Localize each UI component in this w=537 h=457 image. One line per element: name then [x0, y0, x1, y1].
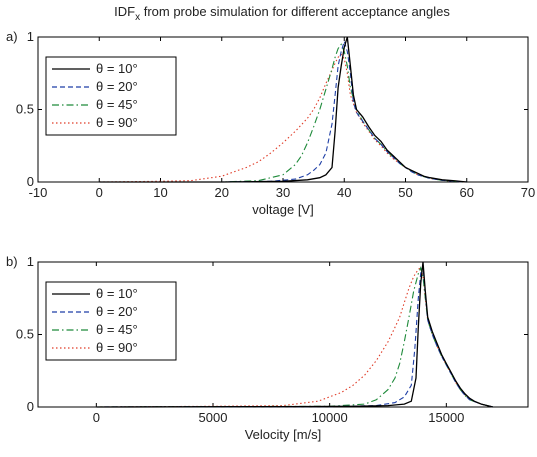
x-tick-label: 0 — [93, 410, 100, 425]
panel-label: a) — [6, 29, 18, 44]
y-tick-label: 1 — [27, 29, 34, 44]
series-line — [99, 53, 467, 183]
y-tick-label: 0.5 — [16, 327, 34, 342]
x-tick-label: 10 — [153, 185, 167, 200]
x-tick-label: 30 — [276, 185, 290, 200]
series-line — [96, 266, 494, 408]
x-axis-label: Velocity [m/s] — [245, 427, 322, 442]
y-tick-label: 0 — [27, 174, 34, 189]
x-tick-label: 20 — [215, 185, 229, 200]
y-tick-label: 1 — [27, 254, 34, 269]
x-tick-label: -10 — [29, 185, 48, 200]
x-tick-label: 60 — [460, 185, 474, 200]
legend-label: θ = 45° — [96, 322, 138, 337]
x-tick-label: 15000 — [428, 410, 464, 425]
y-tick-label: 0.5 — [16, 102, 34, 117]
legend-label: θ = 90° — [96, 340, 138, 355]
series-line — [99, 39, 467, 183]
figure-title-sub: x — [135, 12, 140, 23]
legend — [45, 56, 177, 136]
series-line — [99, 36, 467, 183]
series-line — [96, 266, 494, 408]
x-tick-label: 40 — [337, 185, 351, 200]
legend-label: θ = 10° — [96, 61, 138, 76]
series-line — [99, 43, 467, 183]
x-tick-label: 50 — [398, 185, 412, 200]
y-tick-label: 0 — [27, 399, 34, 414]
series-line — [96, 261, 494, 408]
legend-label: θ = 20° — [96, 304, 138, 319]
legend-label: θ = 45° — [96, 97, 138, 112]
figure-title-main: IDF — [114, 4, 135, 19]
legend-label: θ = 10° — [96, 286, 138, 301]
x-tick-label: 10000 — [312, 410, 348, 425]
panel-label: b) — [6, 254, 18, 269]
legend-label: θ = 90° — [96, 115, 138, 130]
figure-title: IDFx from probe simulation for different… — [114, 4, 450, 23]
legend — [45, 281, 177, 361]
x-tick-label: 5000 — [199, 410, 228, 425]
x-tick-label: 0 — [96, 185, 103, 200]
panel-b: 0 5000 10000 15000 0 0.5 1 b) Velocity [m/s] θ = … — [6, 254, 529, 442]
x-axis-label: voltage [V] — [252, 202, 313, 217]
x-tick-label: 70 — [521, 185, 535, 200]
legend-label: θ = 20° — [96, 79, 138, 94]
figure-title-rest: from probe simulation for different acce… — [140, 4, 450, 19]
